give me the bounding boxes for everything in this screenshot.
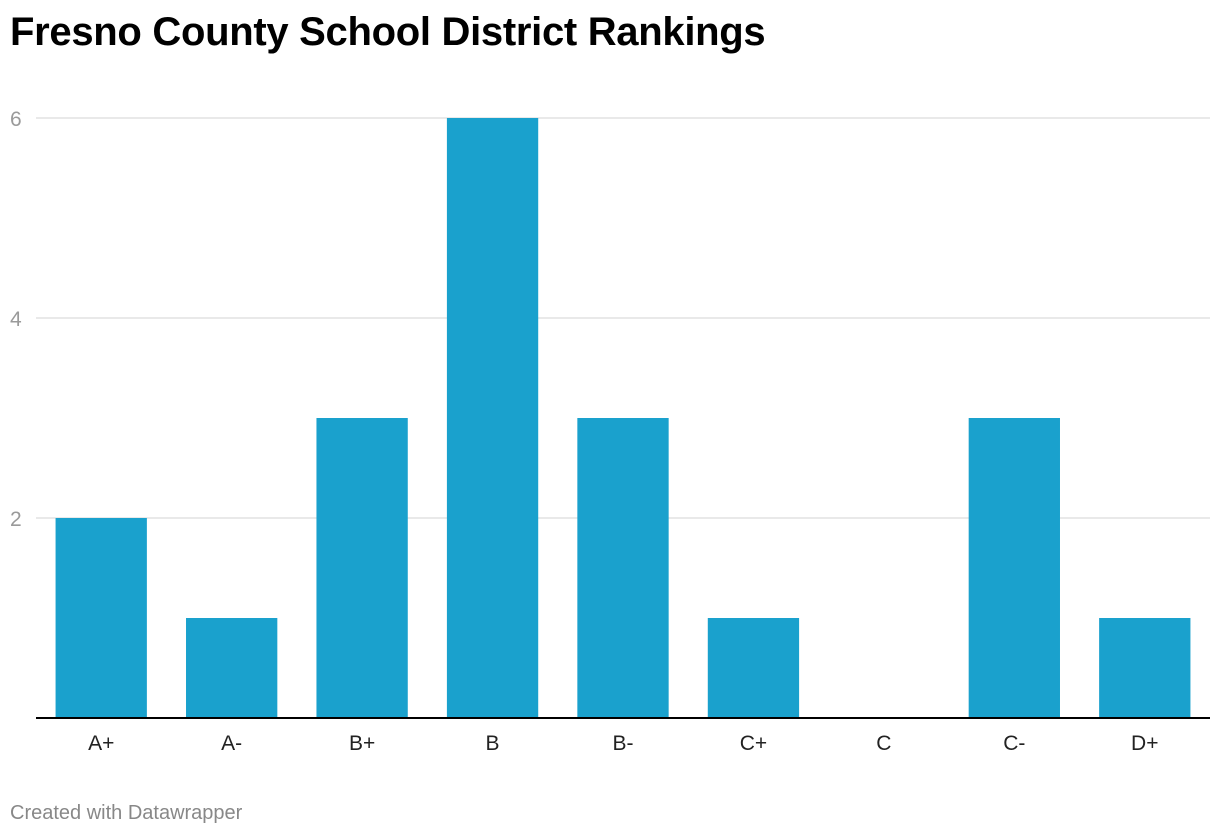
y-tick-label: 6	[10, 108, 22, 131]
bars	[55, 118, 1191, 718]
bar[interactable]	[446, 118, 539, 718]
x-tick-labels: A+ A- B+ B B- C+ C C- D+	[88, 732, 1158, 755]
x-tick-label: C+	[740, 732, 767, 755]
footer-credit: Created with Datawrapper	[10, 802, 243, 824]
bar[interactable]	[1099, 618, 1191, 718]
bar[interactable]	[577, 418, 669, 718]
y-tick-label: 4	[10, 308, 22, 331]
x-tick-label: A-	[221, 732, 242, 755]
x-tick-label: C	[876, 732, 891, 755]
bar[interactable]	[707, 618, 800, 718]
x-tick-label: A+	[88, 732, 114, 755]
y-tick-label: 2	[10, 508, 22, 531]
bar[interactable]	[55, 518, 147, 718]
x-tick-label: D+	[1131, 732, 1158, 755]
x-tick-label: B-	[613, 732, 634, 755]
x-tick-label: C-	[1003, 732, 1025, 755]
bar[interactable]	[186, 618, 278, 718]
x-tick-label: B+	[349, 732, 375, 755]
bar[interactable]	[316, 418, 408, 718]
x-tick-label: B	[486, 732, 500, 755]
bar[interactable]	[968, 418, 1060, 718]
bar-chart: 2 4 6 A+ A- B+ B B- C+ C C- D+	[10, 108, 1210, 755]
chart-title: Fresno County School District Rankings	[10, 10, 766, 54]
